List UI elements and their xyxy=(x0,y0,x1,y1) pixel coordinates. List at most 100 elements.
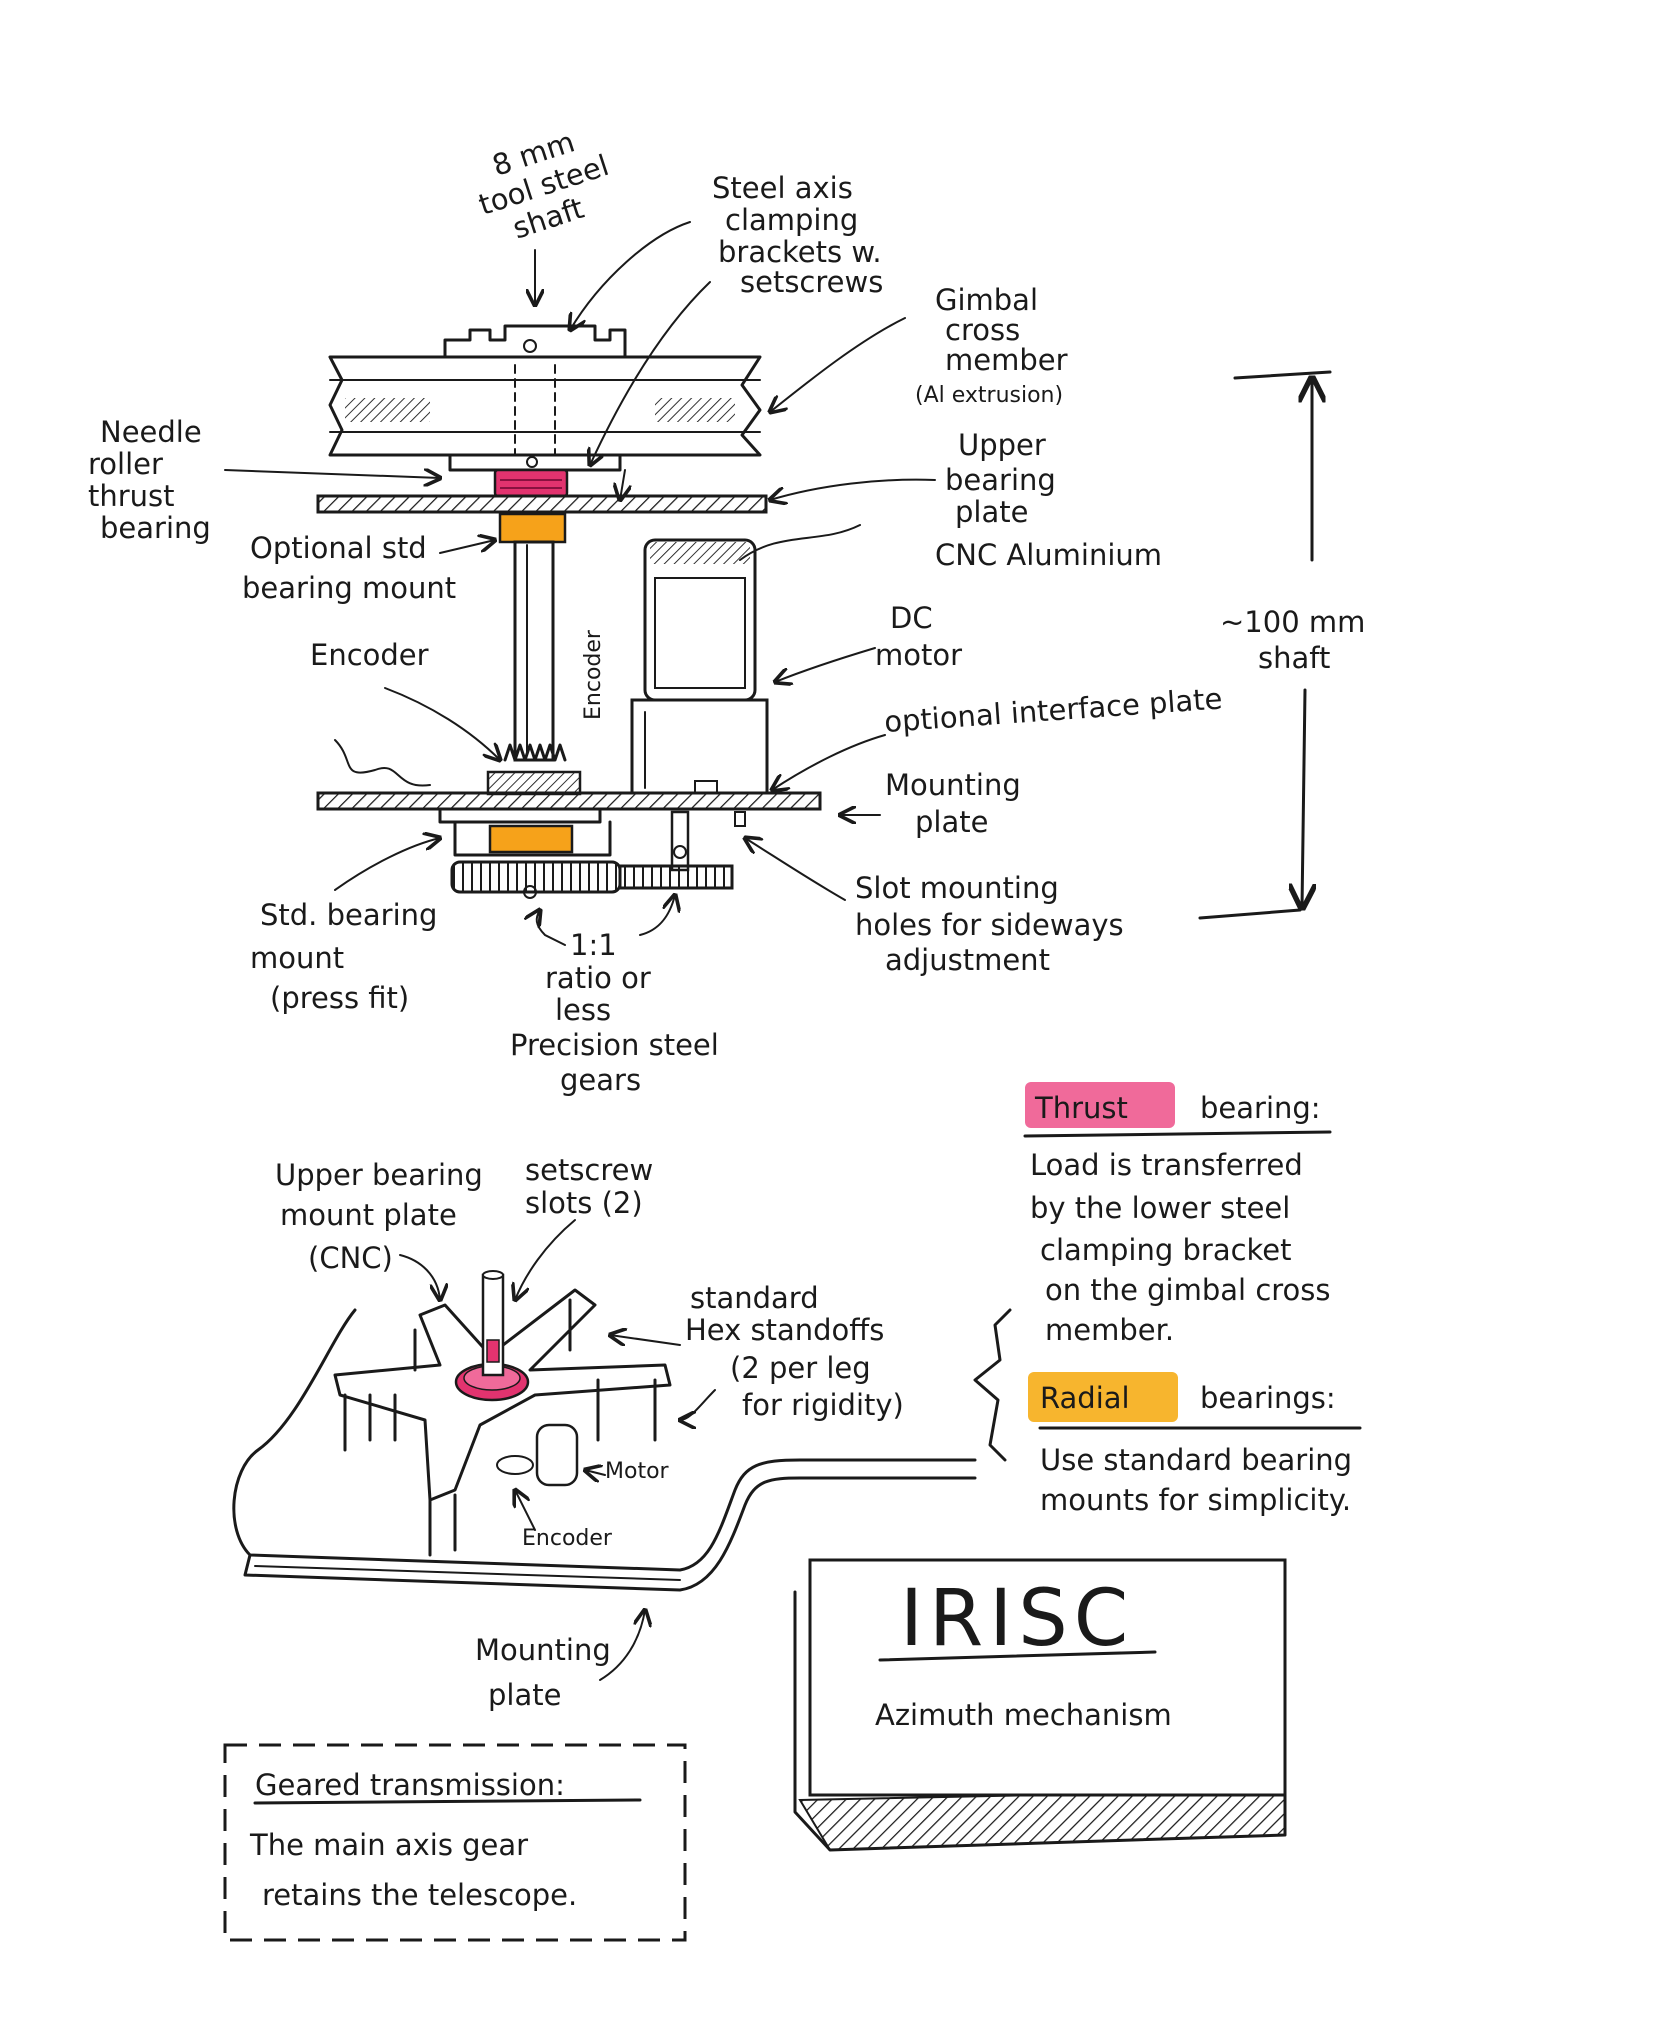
label-text: (CNC) xyxy=(308,1241,393,1275)
upper-bearing-plate xyxy=(316,494,768,514)
iso-encoder xyxy=(496,1455,534,1475)
label-needle: Needle roller thrust bearing xyxy=(88,415,211,545)
label-text: Steel axis xyxy=(712,171,853,205)
label-encoder: Encoder xyxy=(310,638,429,672)
note-line: by the lower steel xyxy=(1030,1191,1290,1225)
shaft-length-dimension xyxy=(1198,370,1332,920)
label-text: setscrew xyxy=(525,1153,653,1187)
label-text: Needle xyxy=(100,415,202,449)
label-text: for rigidity) xyxy=(742,1388,904,1422)
label-encoder-side: Encoder xyxy=(581,629,606,720)
iso-upper-bearing-plate xyxy=(333,1288,672,1557)
label-text: (press fit) xyxy=(270,981,409,1015)
label-shaft: 8 mm tool steel shaft xyxy=(475,124,613,245)
main-shaft xyxy=(513,540,555,762)
label-optional-mount: Optional std bearing mount xyxy=(242,531,456,605)
label-text: roller xyxy=(88,447,163,481)
lower-radial-bearing xyxy=(488,824,574,854)
label-brackets: Steel axis clamping brackets w. setscrew… xyxy=(712,171,883,299)
iso-leader-arrows xyxy=(399,1219,716,1681)
upper-radial-bearing xyxy=(498,512,567,544)
label-iso-standoffs: standard Hex standoffs (2 per leg for ri… xyxy=(685,1281,904,1422)
interface-plate xyxy=(630,698,769,795)
label-text: motor xyxy=(875,638,962,672)
label-std-mount: Std. bearing mount (press fit) xyxy=(250,898,437,1015)
label-text: bearing xyxy=(100,511,211,545)
label-text: Upper xyxy=(958,428,1046,462)
label-iso-encoder: Encoder xyxy=(522,1526,613,1551)
label-text: adjustment xyxy=(885,943,1050,977)
label-text: less xyxy=(555,993,611,1027)
label-dc-motor: DC motor xyxy=(875,601,962,672)
label-text: gears xyxy=(560,1063,641,1097)
note-line: Load is transferred xyxy=(1030,1148,1303,1182)
label-iso-setscrew: setscrew slots (2) xyxy=(525,1153,653,1220)
note-line: mounts for simplicity. xyxy=(1040,1483,1351,1517)
label-text: Optional std xyxy=(250,531,427,565)
label-iso-motor: Motor xyxy=(605,1459,670,1484)
label-text: (2 per leg xyxy=(730,1351,871,1385)
label-text: thrust xyxy=(88,479,175,513)
gimbal-cross-member xyxy=(328,355,762,457)
label-text: CNC Aluminium xyxy=(935,538,1162,572)
isometric-view xyxy=(232,1270,977,1592)
label-text: plate xyxy=(915,805,988,839)
title-card: IRISC Azimuth mechanism xyxy=(793,1558,1287,1852)
note-line: on the gimbal cross xyxy=(1045,1273,1331,1307)
label-text: setscrews xyxy=(740,265,883,299)
label-text: ratio or xyxy=(545,961,651,995)
label-text: Mounting xyxy=(475,1633,611,1667)
label-text: Gimbal xyxy=(935,283,1038,317)
label-text: shaft xyxy=(1258,641,1330,675)
label-text: bearing xyxy=(945,463,1056,497)
label-text: Std. bearing xyxy=(260,898,437,932)
label-text: cross xyxy=(945,313,1020,347)
label-text: mount plate xyxy=(280,1198,457,1232)
thrust-word: Thrust xyxy=(1034,1091,1128,1125)
label-text: Hex standoffs xyxy=(685,1313,884,1347)
label-slot-holes: Slot mounting holes for sideways adjustm… xyxy=(855,871,1124,977)
label-shaft-length: ~100 mm shaft xyxy=(1220,605,1365,675)
note-brace xyxy=(973,1308,1012,1462)
precision-gears xyxy=(450,860,734,899)
radial-note: Radial bearings: Use standard bearing mo… xyxy=(1028,1372,1362,1517)
mounting-plate-section xyxy=(316,791,822,811)
encoder-disk xyxy=(503,743,567,762)
radial-highlight xyxy=(1028,1372,1178,1422)
label-text: brackets w. xyxy=(718,235,882,269)
label-text: Upper bearing xyxy=(275,1158,483,1192)
section-view xyxy=(316,324,861,899)
iso-motor xyxy=(535,1423,579,1487)
radial-rest: bearings: xyxy=(1200,1381,1336,1415)
needle-thrust-bearing xyxy=(493,468,569,498)
label-iso-upper: Upper bearing mount plate (CNC) xyxy=(275,1158,483,1275)
label-text: member xyxy=(945,343,1068,377)
thrust-note: Thrust bearing: Load is transferred by t… xyxy=(1023,1082,1332,1347)
iso-mounting-plate xyxy=(232,1308,977,1572)
label-text: (Al extrusion) xyxy=(915,383,1063,408)
geared-note: Geared transmission: The main axis gear … xyxy=(223,1743,687,1942)
radial-word: Radial xyxy=(1040,1381,1130,1415)
label-text: clamping xyxy=(725,203,858,237)
label-text: DC xyxy=(890,601,933,635)
label-text: holes for sideways xyxy=(855,908,1124,942)
label-text: Slot mounting xyxy=(855,871,1059,905)
label-upper-plate: Upper bearing plate CNC Aluminium xyxy=(935,428,1162,572)
label-text: plate xyxy=(488,1678,561,1712)
label-text: standard xyxy=(690,1281,819,1315)
label-text: slots (2) xyxy=(525,1186,643,1220)
dc-motor xyxy=(643,524,861,702)
upper-clamping-bracket xyxy=(443,324,627,359)
label-iso-mounting: Mounting plate xyxy=(475,1633,611,1712)
title-text: IRISC xyxy=(900,1574,1134,1664)
label-text: Mounting xyxy=(885,768,1021,802)
subtitle-text: Azimuth mechanism xyxy=(875,1698,1172,1732)
label-cross-member: Gimbal cross member (Al extrusion) xyxy=(915,283,1068,408)
geared-line: retains the telescope. xyxy=(262,1878,577,1912)
geared-line: The main axis gear xyxy=(249,1828,528,1862)
label-text: ~100 mm xyxy=(1220,605,1365,639)
note-line: member. xyxy=(1045,1313,1174,1347)
label-text: Precision steel xyxy=(510,1028,719,1062)
label-text: mount xyxy=(250,941,344,975)
